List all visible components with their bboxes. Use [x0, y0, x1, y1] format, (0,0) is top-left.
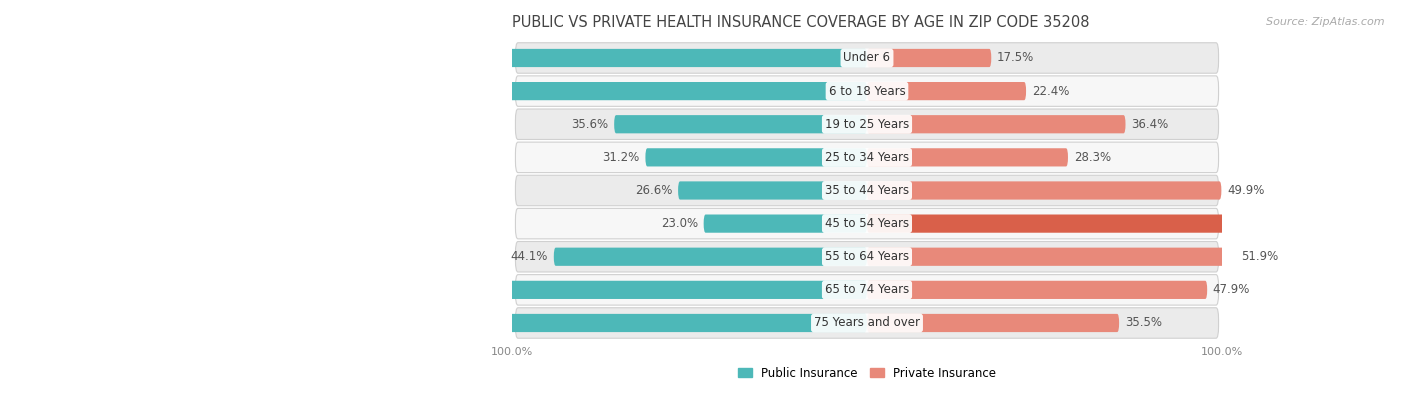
Text: 91.9%: 91.9%	[225, 283, 263, 297]
FancyBboxPatch shape	[284, 49, 868, 67]
FancyBboxPatch shape	[516, 142, 1219, 173]
FancyBboxPatch shape	[868, 181, 1222, 199]
Text: 45 to 54 Years: 45 to 54 Years	[825, 217, 910, 230]
FancyBboxPatch shape	[516, 275, 1219, 305]
Text: 36.4%: 36.4%	[1132, 118, 1168, 131]
Text: 44.1%: 44.1%	[510, 250, 548, 263]
FancyBboxPatch shape	[868, 248, 1236, 266]
FancyBboxPatch shape	[868, 82, 1026, 100]
FancyBboxPatch shape	[516, 76, 1219, 107]
Text: Under 6: Under 6	[844, 52, 890, 64]
FancyBboxPatch shape	[516, 242, 1219, 272]
Text: 51.9%: 51.9%	[1241, 250, 1278, 263]
FancyBboxPatch shape	[177, 314, 868, 332]
Text: 86.4%: 86.4%	[264, 85, 301, 97]
FancyBboxPatch shape	[516, 109, 1219, 140]
FancyBboxPatch shape	[868, 214, 1343, 233]
FancyBboxPatch shape	[868, 314, 1119, 332]
FancyBboxPatch shape	[214, 281, 868, 299]
Text: 25 to 34 Years: 25 to 34 Years	[825, 151, 910, 164]
Text: 35 to 44 Years: 35 to 44 Years	[825, 184, 910, 197]
Text: 6 to 18 Years: 6 to 18 Years	[828, 85, 905, 97]
FancyBboxPatch shape	[516, 175, 1219, 206]
Text: Source: ZipAtlas.com: Source: ZipAtlas.com	[1267, 17, 1385, 26]
Text: 47.9%: 47.9%	[1213, 283, 1250, 297]
Text: 28.3%: 28.3%	[1074, 151, 1111, 164]
Text: 75 Years and over: 75 Years and over	[814, 316, 920, 330]
Text: 19 to 25 Years: 19 to 25 Years	[825, 118, 910, 131]
FancyBboxPatch shape	[868, 281, 1208, 299]
FancyBboxPatch shape	[554, 248, 868, 266]
FancyBboxPatch shape	[868, 49, 991, 67]
Text: 65 to 74 Years: 65 to 74 Years	[825, 283, 910, 297]
FancyBboxPatch shape	[868, 148, 1069, 166]
FancyBboxPatch shape	[614, 115, 868, 133]
FancyBboxPatch shape	[516, 308, 1219, 338]
FancyBboxPatch shape	[645, 148, 868, 166]
FancyBboxPatch shape	[253, 82, 868, 100]
Text: 49.9%: 49.9%	[1227, 184, 1264, 197]
Text: 22.4%: 22.4%	[1032, 85, 1069, 97]
FancyBboxPatch shape	[516, 209, 1219, 239]
FancyBboxPatch shape	[516, 43, 1219, 73]
Text: 35.5%: 35.5%	[1125, 316, 1161, 330]
Text: 67.0%: 67.0%	[1295, 217, 1333, 230]
Text: 23.0%: 23.0%	[661, 217, 697, 230]
Text: 17.5%: 17.5%	[997, 52, 1035, 64]
Legend: Public Insurance, Private Insurance: Public Insurance, Private Insurance	[738, 367, 997, 380]
Text: 26.6%: 26.6%	[636, 184, 672, 197]
Text: 82.1%: 82.1%	[294, 52, 332, 64]
Text: 97.1%: 97.1%	[188, 316, 225, 330]
FancyBboxPatch shape	[868, 115, 1126, 133]
FancyBboxPatch shape	[678, 181, 868, 199]
Text: 55 to 64 Years: 55 to 64 Years	[825, 250, 910, 263]
Text: 31.2%: 31.2%	[602, 151, 640, 164]
FancyBboxPatch shape	[703, 214, 868, 233]
Text: 35.6%: 35.6%	[571, 118, 609, 131]
Text: PUBLIC VS PRIVATE HEALTH INSURANCE COVERAGE BY AGE IN ZIP CODE 35208: PUBLIC VS PRIVATE HEALTH INSURANCE COVER…	[512, 15, 1090, 30]
